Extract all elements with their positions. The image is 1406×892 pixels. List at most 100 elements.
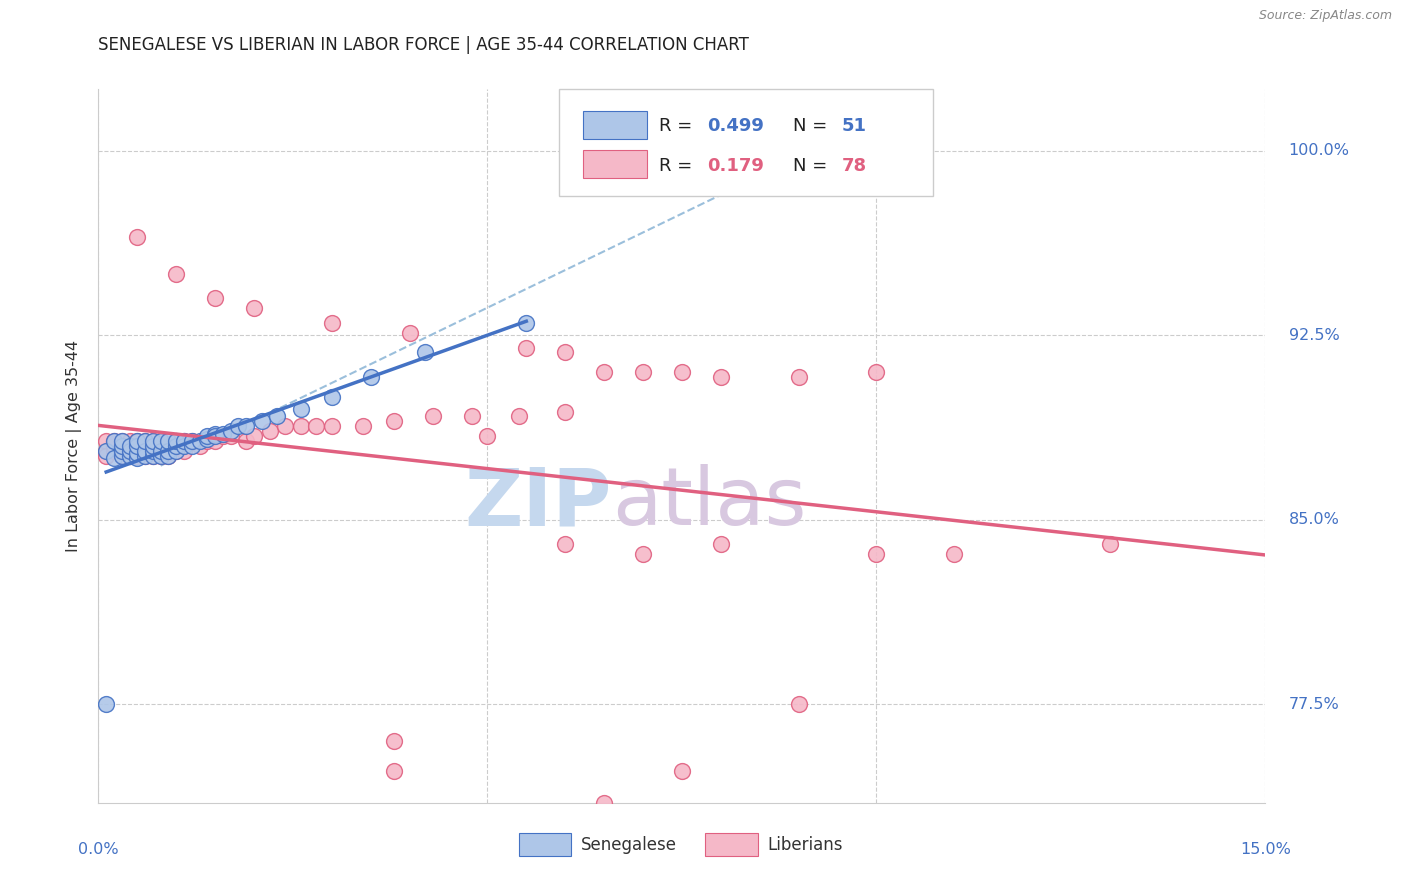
Point (142, 434, 165, 448)
Point (1098, 537, 1121, 551)
Point (554, 345, 576, 359)
Point (134, 444, 156, 458)
Point (228, 419, 250, 434)
Point (118, 434, 141, 448)
Point (96, 444, 118, 458)
Point (127, 451, 149, 466)
Point (554, 537, 576, 551)
Point (382, 734, 405, 748)
Point (593, 796, 616, 810)
FancyBboxPatch shape (560, 89, 932, 196)
Y-axis label: In Labor Force | Age 35-44: In Labor Force | Age 35-44 (66, 340, 83, 552)
Point (266, 409, 288, 424)
Point (127, 230, 149, 244)
Point (290, 402, 312, 417)
Text: 78: 78 (842, 157, 868, 175)
Text: R =: R = (658, 118, 697, 136)
Point (165, 267, 187, 281)
Point (118, 444, 141, 458)
FancyBboxPatch shape (706, 833, 758, 856)
Point (321, 316, 343, 330)
Point (142, 434, 165, 448)
Point (142, 449, 165, 463)
Text: 51: 51 (842, 118, 866, 136)
Text: R =: R = (658, 157, 697, 175)
Text: Liberians: Liberians (768, 836, 842, 854)
Point (157, 449, 180, 463)
Point (111, 449, 134, 463)
Point (671, 764, 693, 778)
Point (382, 764, 405, 778)
Point (173, 439, 195, 453)
Point (127, 444, 149, 458)
Text: N =: N = (793, 157, 832, 175)
Text: Source: ZipAtlas.com: Source: ZipAtlas.com (1258, 9, 1392, 22)
Point (180, 434, 202, 448)
Point (219, 424, 242, 438)
Point (321, 419, 343, 434)
Point (250, 414, 273, 428)
Point (142, 449, 165, 463)
Text: Senegalese: Senegalese (581, 836, 676, 854)
Point (142, 444, 165, 458)
Point (274, 419, 297, 434)
Point (118, 444, 141, 458)
FancyBboxPatch shape (582, 111, 647, 139)
Point (118, 449, 141, 463)
Point (165, 439, 187, 453)
Point (195, 434, 218, 448)
Text: 0.0%: 0.0% (79, 842, 118, 857)
Point (149, 449, 172, 463)
Point (188, 434, 211, 448)
Point (204, 291, 226, 305)
Point (204, 429, 226, 443)
Text: ZIP: ZIP (464, 464, 612, 542)
Point (787, 698, 810, 712)
Point (593, 365, 616, 379)
Point (360, 370, 382, 384)
Point (204, 434, 226, 448)
Point (157, 444, 180, 458)
Point (631, 365, 654, 379)
Point (943, 547, 966, 561)
Point (865, 365, 887, 379)
Point (103, 444, 125, 458)
Point (195, 432, 218, 446)
Point (212, 426, 235, 441)
Point (165, 444, 187, 458)
Point (631, 547, 654, 561)
Point (305, 419, 328, 434)
Point (111, 434, 134, 448)
Point (321, 390, 343, 404)
Point (96, 698, 118, 712)
Text: 0.179: 0.179 (707, 157, 765, 175)
Point (134, 434, 156, 448)
Point (461, 409, 484, 424)
Point (413, 345, 436, 359)
Text: 15.0%: 15.0% (1240, 842, 1291, 857)
Point (111, 434, 134, 448)
Point (149, 449, 172, 463)
Point (142, 439, 165, 453)
Point (149, 434, 172, 448)
Point (195, 429, 218, 443)
Text: 77.5%: 77.5% (1289, 697, 1340, 712)
Point (243, 429, 266, 443)
Text: 0.499: 0.499 (707, 118, 765, 136)
Point (103, 451, 125, 466)
Point (398, 326, 420, 340)
Point (134, 434, 156, 448)
Point (188, 439, 211, 453)
Point (149, 434, 172, 448)
Point (111, 439, 134, 453)
Point (173, 434, 195, 448)
Text: 100.0%: 100.0% (1289, 144, 1350, 158)
Point (157, 434, 180, 448)
Point (149, 444, 172, 458)
Point (865, 547, 887, 561)
Point (118, 449, 141, 463)
Point (219, 429, 242, 443)
Point (671, 365, 693, 379)
Point (259, 424, 281, 438)
FancyBboxPatch shape (519, 833, 571, 856)
